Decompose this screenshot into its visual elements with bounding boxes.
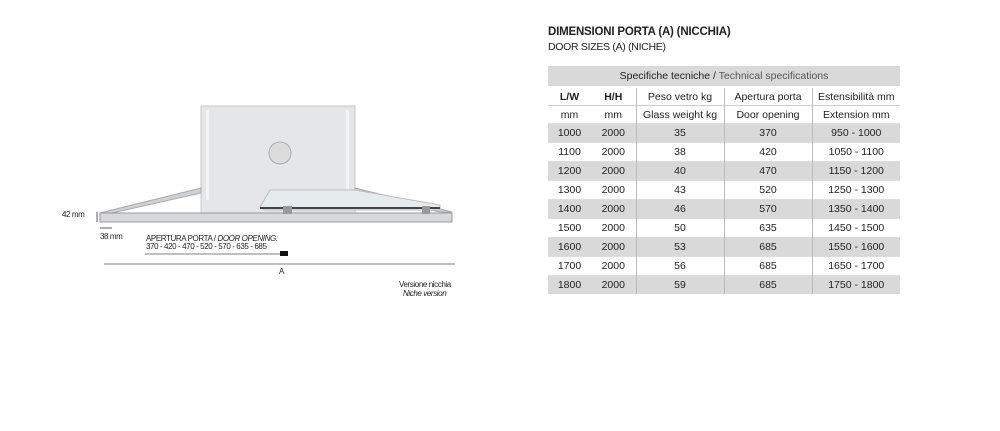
door-opening-label: APERTURA PORTA / DOOR OPENING: (146, 234, 278, 243)
table-cell: 1700 (557, 260, 582, 272)
header-glass-weight: Peso vetro kg (635, 87, 724, 106)
opening-label-en: DOOR OPENING: (217, 234, 278, 243)
caption-en: Technical specifications (715, 70, 829, 82)
table-row: 1400 2000 46 570 1350 - 1400 (548, 199, 901, 219)
table-cell: 2000 (601, 184, 625, 196)
caption-it: Specifiche tecniche / (619, 70, 716, 82)
door-handle-marker (280, 251, 288, 256)
table-row: 1100 2000 38 420 1050 - 1100 (548, 142, 901, 162)
table-cell: 2000 (601, 222, 625, 234)
table-cell: 1150 - 1200 (811, 161, 901, 181)
table-cell: 1500 (557, 222, 582, 234)
table-cell: 1200 (548, 161, 591, 181)
page-subtitle: DOOR SIZES (A) (NICHE) (548, 41, 666, 53)
table-cell: 1650 - 1700 (811, 256, 901, 276)
table-row: 1800 2000 59 685 1750 - 1800 (548, 275, 901, 294)
table-cell: 685 (723, 237, 812, 257)
shower-niche-drawing (96, 105, 455, 265)
table-cell: 2000 (591, 237, 636, 257)
table-cell: 56 (635, 256, 724, 276)
table-cell: 370 (723, 123, 812, 143)
header-lw: L/W (548, 87, 591, 106)
page-title: DIMENSIONI PORTA (A) (NICCHIA) (548, 26, 731, 38)
table-cell: 1400 (548, 199, 591, 219)
table-cell: 520 (723, 180, 812, 200)
table-row: 1200 2000 40 470 1150 - 1200 (548, 161, 901, 181)
header-lw-unit: mm (560, 108, 579, 121)
table-cell: 1800 (548, 275, 591, 294)
table-cell: 2000 (591, 275, 636, 294)
table-cell: 1000 (548, 123, 591, 143)
table-cell: 38 (635, 142, 724, 162)
header-glass-weight-en: Glass weight kg (635, 105, 724, 124)
table-row: 1000 2000 35 370 950 - 1000 (548, 123, 901, 143)
table-cell: 1450 - 1500 (811, 218, 901, 238)
table-cell: 1100 (558, 146, 581, 158)
table-cell: 1750 - 1800 (811, 275, 901, 294)
opening-label-it: APERTURA PORTA / (146, 234, 218, 243)
table-row: 1700 2000 56 685 1650 - 1700 (548, 256, 901, 276)
table-cell: 1300 (557, 184, 582, 196)
table-cell: 2000 (591, 123, 636, 143)
table-cell: 570 (723, 199, 812, 219)
table-cell: 420 (723, 142, 812, 162)
version-en: Niche version (403, 289, 447, 298)
table-cell: 35 (635, 123, 724, 143)
glass-door (259, 189, 441, 211)
table-cell: 2000 (591, 161, 636, 181)
header-hh: H/H (591, 87, 636, 106)
dim-a-label: A (279, 267, 284, 276)
table-row: 1300 2000 43 520 1250 - 1300 (548, 180, 901, 200)
table-cell: 950 - 1000 (811, 123, 901, 143)
table-cell: 2000 (591, 199, 636, 219)
table-cell: 685 (723, 256, 812, 276)
table-cell: 59 (635, 275, 724, 294)
table-cell: 50 (635, 218, 724, 238)
table-cell: 1250 - 1300 (811, 180, 901, 200)
table-cell: 635 (723, 218, 812, 238)
header-door-opening: Apertura porta (723, 87, 812, 106)
table-cell: 1350 - 1400 (811, 199, 901, 219)
dim-38mm: 38 mm (100, 232, 123, 241)
table-cell: 2000 (601, 146, 625, 158)
header-hh-unit: mm (604, 108, 623, 121)
table-cell: 1050 - 1100 (811, 142, 901, 162)
header-door-opening-en: Door opening (723, 105, 812, 124)
table-cell: 685 (723, 275, 812, 294)
table-cell: 470 (723, 161, 812, 181)
table-cell: 2000 (601, 260, 625, 272)
header-extension-en: Extension mm (811, 105, 901, 124)
table-caption: Specifiche tecniche / Technical specific… (548, 66, 901, 88)
table-row: 1500 2000 50 635 1450 - 1500 (548, 218, 901, 238)
table-cell: 1600 (548, 237, 591, 257)
table-cell: 40 (635, 161, 724, 181)
table-row: 1600 2000 53 685 1550 - 1600 (548, 237, 901, 257)
version-it: Versione nicchia (399, 280, 451, 289)
specs-table: Specifiche tecniche / Technical specific… (548, 66, 901, 294)
table-cell: 46 (635, 199, 724, 219)
header-extension: Estensibilità mm (811, 87, 901, 106)
bottom-profile (99, 212, 453, 223)
dim-42mm: 42 mm (62, 210, 85, 219)
table-cell: 53 (635, 237, 724, 257)
shower-drain-icon (268, 141, 292, 165)
door-opening-values: 370 - 420 - 470 - 520 - 570 - 635 - 685 (146, 242, 267, 251)
table-cell: 43 (635, 180, 724, 200)
table-cell: 1550 - 1600 (811, 237, 901, 257)
